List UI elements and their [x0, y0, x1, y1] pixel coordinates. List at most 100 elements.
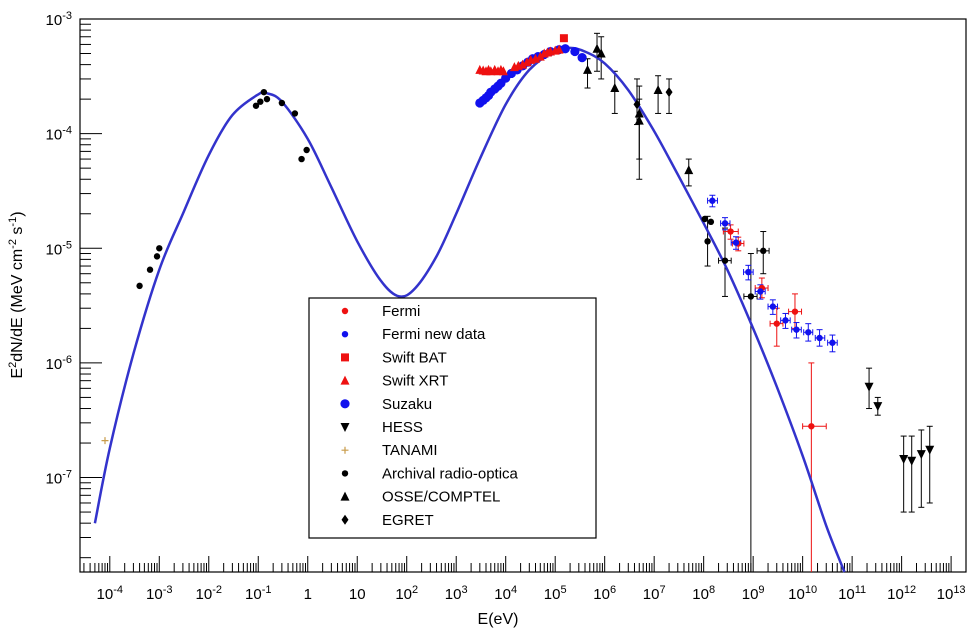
x-tick-label: 1011	[838, 584, 866, 603]
x-tick-label: 10-1	[245, 584, 271, 603]
legend-label: Archival radio-optica	[382, 465, 519, 482]
data-point	[257, 98, 264, 105]
model-curve	[93, 46, 846, 573]
data-point	[592, 43, 602, 53]
data-point	[709, 197, 716, 204]
data-point	[522, 57, 532, 67]
y-tick-label-exponent: -7	[62, 469, 72, 481]
legend-marker	[341, 331, 349, 338]
x-tick-label-base: 10	[196, 586, 213, 603]
data-point	[596, 48, 606, 58]
x-tick-label-exponent: -1	[262, 584, 272, 596]
x-tick-label: 106	[593, 584, 616, 603]
data-point	[773, 320, 780, 327]
x-tick-label: 108	[692, 584, 715, 603]
x-tick-label-base: 10	[97, 586, 114, 603]
legend-label: TANAMI	[382, 442, 438, 459]
x-tick-label-exponent: 7	[659, 584, 665, 596]
data-point	[757, 288, 764, 295]
data-point	[298, 155, 305, 163]
data-point	[760, 247, 767, 255]
data-point	[101, 437, 109, 445]
data-point	[769, 303, 777, 310]
data-point	[704, 238, 711, 245]
data-point	[634, 115, 644, 125]
data-points	[101, 34, 935, 466]
data-point	[829, 339, 836, 346]
data-point	[864, 382, 874, 392]
x-tick-label-base: 10	[788, 586, 805, 603]
data-point	[653, 85, 663, 95]
data-point	[498, 66, 508, 76]
x-tick-label-base: 10	[838, 586, 855, 603]
data-point	[721, 257, 729, 264]
data-point	[156, 245, 163, 252]
x-tick-label: 1	[304, 586, 312, 603]
data-point	[808, 423, 815, 430]
x-tick-label-base: 10	[937, 586, 954, 603]
x-tick-label: 105	[544, 584, 567, 603]
x-tick-label-exponent: 2	[412, 584, 418, 596]
x-tick-label-exponent: 10	[805, 584, 817, 596]
x-axis-title: E(eV)	[478, 611, 519, 628]
x-tick-label: 10	[349, 586, 366, 603]
legend-marker	[340, 423, 350, 432]
data-point	[583, 64, 593, 74]
y-tick-label-exponent: -3	[62, 10, 72, 22]
x-tick-label-exponent: 9	[758, 584, 764, 596]
x-tick-label: 104	[494, 584, 517, 603]
data-point	[633, 99, 641, 110]
x-tick-label-base: 1	[304, 586, 312, 603]
legend-marker	[341, 470, 349, 477]
x-tick-label: 109	[742, 584, 765, 603]
data-point	[684, 165, 694, 175]
y-tick-label: 10-6	[46, 354, 72, 373]
x-tick-label-exponent: 6	[610, 584, 616, 596]
legend-label: OSSE/COMPTEL	[382, 489, 500, 506]
x-tick-label: 1012	[887, 584, 916, 603]
x-tick-label: 10-2	[196, 584, 222, 603]
data-point	[707, 218, 715, 226]
x-tick-label-base: 10	[146, 586, 163, 603]
data-point	[303, 146, 310, 154]
data-point	[747, 293, 755, 300]
x-tick-label-exponent: -2	[212, 584, 222, 596]
data-point	[665, 87, 673, 98]
x-tick-label: 1010	[788, 584, 817, 603]
data-point	[873, 402, 883, 412]
data-point	[793, 326, 800, 333]
legend-label: Suzaku	[382, 396, 432, 413]
data-point	[554, 44, 564, 54]
legend-marker	[341, 446, 349, 454]
data-point	[263, 95, 271, 103]
data-point	[252, 102, 260, 109]
data-point	[518, 59, 528, 69]
y-tick-label: 10-7	[46, 469, 72, 488]
y-tick-label: 10-3	[46, 10, 72, 29]
legend-label: Swift XRT	[382, 373, 448, 390]
x-tick-label-base: 10	[742, 586, 759, 603]
x-tick-label-exponent: -3	[163, 584, 173, 596]
legend-marker	[340, 491, 350, 501]
data-point	[727, 228, 734, 235]
data-point	[278, 99, 286, 107]
x-tick-label: 10-3	[146, 584, 172, 603]
y-tick-label-exponent: -6	[62, 354, 72, 366]
x-tick-label-base: 10	[593, 586, 610, 603]
y-tick-label: 10-5	[46, 239, 72, 258]
y-tick-label: 10-4	[46, 125, 72, 144]
data-point	[732, 239, 740, 246]
data-point	[535, 51, 545, 61]
legend-label: Fermi new data	[382, 326, 486, 343]
data-point	[816, 334, 823, 342]
x-tick-label-base: 10	[692, 586, 709, 603]
data-point	[153, 253, 161, 260]
x-tick-label: 103	[445, 584, 468, 603]
x-tick-label-exponent: 8	[709, 584, 715, 596]
legend-marker	[340, 399, 350, 409]
x-tick-label-base: 10	[395, 586, 412, 603]
data-point	[791, 308, 799, 315]
x-tick-label-exponent: 13	[953, 584, 965, 596]
legend-label: EGRET	[382, 512, 434, 529]
y-axis-title: E2dN/dE (MeV cm-2 s-1)	[7, 211, 26, 378]
